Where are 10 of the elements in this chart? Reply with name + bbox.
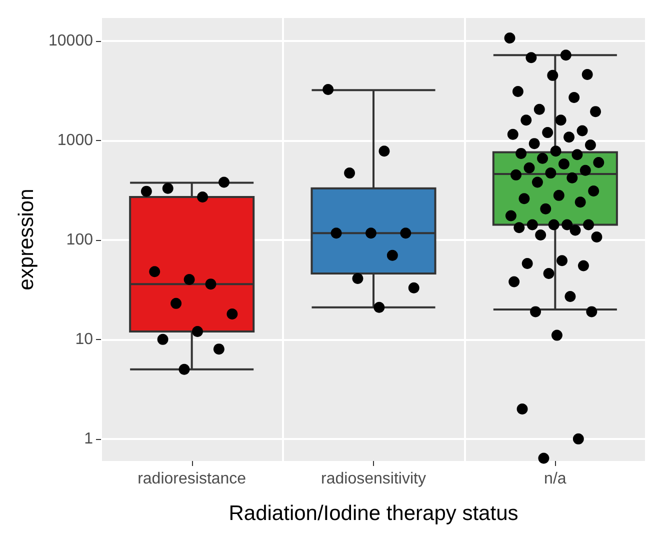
y-tick-label: 100 [66, 231, 94, 248]
y-tick-label: 10000 [48, 32, 94, 50]
y-axis-title: expression [15, 188, 38, 290]
y-tick-label: 10 [75, 330, 94, 348]
y-tick-label: 1000 [57, 132, 94, 149]
x-tick-label: radioresistance [138, 470, 246, 488]
x-tick-label: n/a [544, 470, 566, 488]
x-tick-label: radiosensitivity [321, 470, 426, 488]
y-tick-label: 1 [84, 430, 94, 448]
x-axis-title: Radiation/Iodine therapy status [228, 502, 518, 525]
